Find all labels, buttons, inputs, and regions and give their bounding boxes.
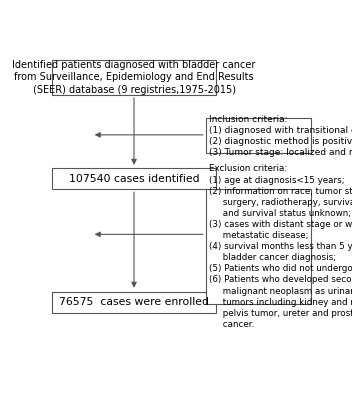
Text: 76575  cases were enrolled: 76575 cases were enrolled	[59, 297, 209, 307]
Bar	[206, 189, 311, 304]
Text: 107540 cases identified: 107540 cases identified	[69, 174, 199, 184]
Bar	[52, 292, 216, 312]
Bar	[52, 60, 216, 95]
Bar	[206, 118, 311, 154]
Text: Inclusion criteria:
(1) diagnosed with transitional cell carcinoma.
(2) diagnost: Inclusion criteria: (1) diagnosed with t…	[209, 115, 352, 157]
Text: Exclusion criteria:
(1) age at diagnosis<15 years;
(2) information on race, tumo: Exclusion criteria: (1) age at diagnosis…	[209, 164, 352, 329]
Bar	[52, 168, 216, 189]
Text: Identified patients diagnosed with bladder cancer
from Surveillance, Epidemiolog: Identified patients diagnosed with bladd…	[12, 60, 256, 95]
